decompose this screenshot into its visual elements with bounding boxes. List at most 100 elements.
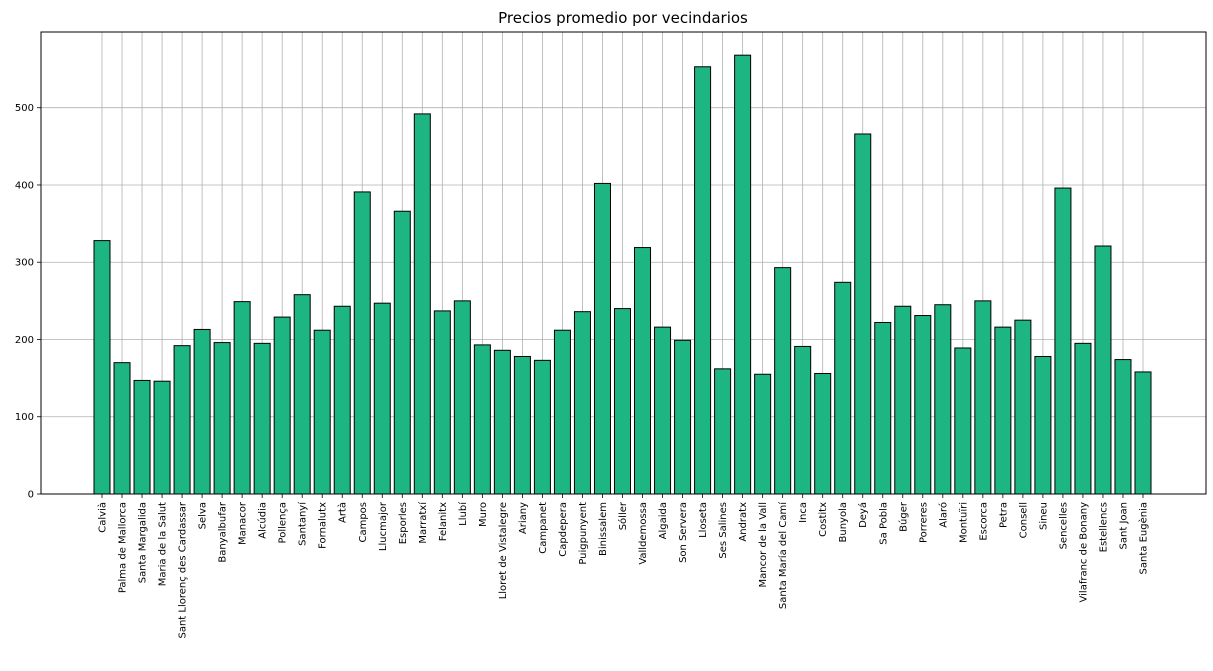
x-tick-label: Selva: [198, 502, 209, 529]
x-tick-label: Porreres: [918, 502, 929, 543]
x-tick-label: Santa María del Camí: [777, 501, 789, 609]
bar: [453, 300, 471, 495]
bar: [133, 379, 151, 495]
x-tick-label: Maria de la Salut: [158, 502, 169, 586]
x-tick-label: Felanitx: [438, 502, 449, 541]
bar: [634, 247, 652, 495]
bar: [1134, 371, 1152, 495]
y-tick-label: 500: [15, 103, 34, 114]
x-tick-label: Deyá: [857, 502, 869, 528]
bar: [213, 342, 231, 495]
x-tick-label: Montuïri: [958, 502, 969, 543]
x-tick-label: Llubí: [457, 501, 469, 526]
x-tick-label: Sant Joan: [1118, 502, 1129, 549]
bar: [954, 347, 972, 495]
bar: [854, 133, 872, 495]
bar: [553, 329, 571, 495]
bar: [193, 328, 211, 495]
x-tick-label: Ses Salines: [718, 502, 729, 559]
bar: [1054, 187, 1072, 495]
bar: [233, 301, 251, 495]
x-tick-label: Andratx: [738, 502, 749, 542]
bar: [93, 240, 111, 495]
bar: [1014, 319, 1032, 495]
x-tick-label: Son Servera: [678, 502, 689, 563]
x-tick-label: Manacor: [238, 501, 249, 545]
bar: [1094, 245, 1112, 495]
bar: [533, 359, 551, 495]
x-tick-label: Campanet: [538, 502, 549, 554]
x-tick-label: Pollença: [278, 502, 289, 543]
bar: [273, 316, 291, 495]
bar: [113, 362, 131, 495]
bar: [433, 310, 451, 495]
bar: [994, 326, 1012, 495]
x-tick-label: Valldemossa: [638, 502, 649, 565]
bar: [654, 326, 672, 495]
bar: [393, 210, 411, 495]
x-tick-label: Mancor de la Vall: [758, 502, 769, 588]
bar: [1114, 359, 1132, 495]
bar: [253, 342, 271, 495]
x-tick-label: Lloret de Vistalegre: [498, 502, 509, 599]
bar: [373, 302, 391, 495]
x-tick-label: Marratxí: [417, 501, 429, 544]
bar: [734, 54, 752, 495]
bar: [754, 373, 772, 495]
y-tick-label: 300: [15, 258, 34, 269]
bar: [493, 349, 511, 495]
x-tick-label: Muro: [478, 502, 489, 527]
x-tick-label: Inca: [798, 502, 809, 523]
x-tick-label: Estellencs: [1098, 502, 1109, 552]
x-tick-label: Calvià: [97, 502, 109, 533]
x-tick-label: Vilafranc de Bonany: [1078, 502, 1089, 603]
bar: [914, 315, 932, 495]
bar: [714, 368, 732, 495]
x-tick-label: Ariany: [518, 502, 529, 534]
bar: [794, 345, 812, 495]
bar: [573, 311, 591, 495]
y-tick-label: 200: [15, 335, 34, 346]
bar: [593, 182, 611, 495]
x-tick-label: Sa Pobla: [878, 502, 889, 545]
x-tick-label: Sóller: [617, 501, 629, 530]
x-tick-label: Puigpunyent: [578, 502, 589, 565]
bar: [153, 380, 171, 495]
bar: [513, 355, 531, 495]
bar: [333, 305, 351, 495]
x-tick-label: Palma de Mallorca: [118, 502, 129, 593]
y-tick-label: 400: [15, 180, 34, 191]
bar: [814, 372, 832, 495]
bar: [934, 304, 952, 495]
bar: [834, 281, 852, 495]
x-tick-label: Sineu: [1038, 502, 1049, 530]
x-tick-label: Alaró: [937, 502, 949, 528]
bar: [1034, 355, 1052, 495]
bar: [413, 113, 431, 495]
x-tick-label: Banyalbufar: [218, 501, 229, 562]
x-tick-label: Consell: [1018, 502, 1029, 538]
x-tick-label: Sant Llorenç des Cardassar: [178, 501, 189, 638]
bar: [874, 321, 892, 495]
bar: [173, 345, 191, 495]
x-tick-label: Sencelles: [1058, 502, 1069, 549]
bar: [894, 305, 912, 495]
bar: [1074, 342, 1092, 495]
x-tick-label: Búger: [897, 501, 909, 532]
chart-title: Precios promedio por vecindarios: [498, 9, 748, 27]
bar: [473, 344, 491, 495]
bar: [353, 191, 371, 495]
bar: [694, 66, 712, 495]
x-tick-label: Lloseta: [698, 502, 709, 538]
x-tick-label: Fornalutx: [318, 502, 329, 549]
x-tick-label: Petra: [998, 502, 1009, 528]
x-tick-label: Llucmajor: [378, 501, 389, 551]
x-tick-label: Capdepera: [558, 502, 569, 557]
bar: [293, 294, 311, 495]
x-tick-label: Santanyí: [297, 501, 309, 546]
bar: [974, 300, 992, 495]
x-tick-label: Artà: [337, 502, 349, 523]
x-tick-label: Costitx: [818, 502, 829, 537]
